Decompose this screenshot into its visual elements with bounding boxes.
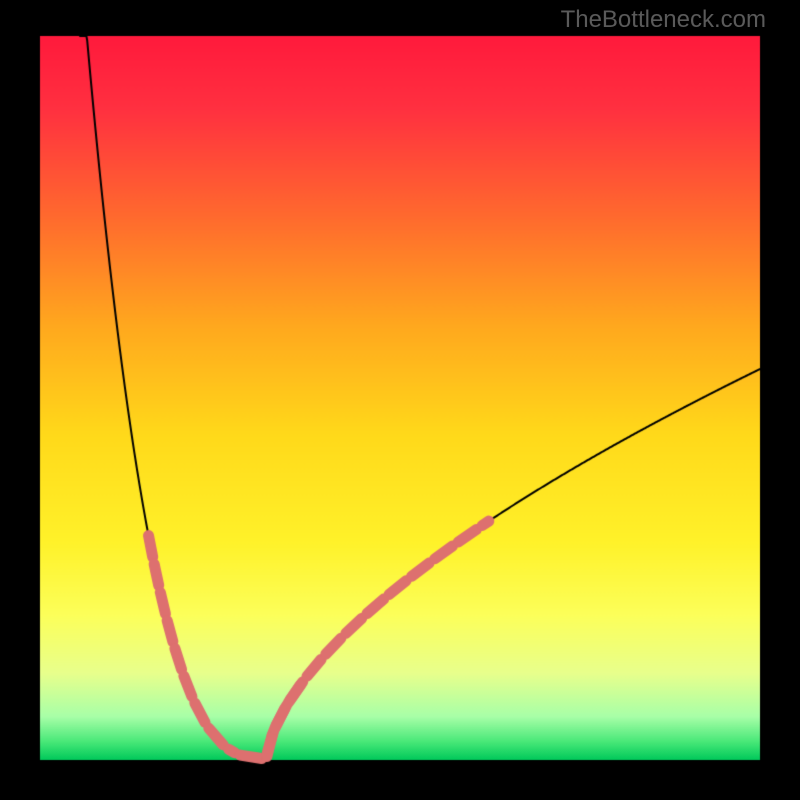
bottleneck-curve-chart — [0, 0, 800, 800]
chart-container: { "canvas": { "width": 800, "height": 80… — [0, 0, 800, 800]
